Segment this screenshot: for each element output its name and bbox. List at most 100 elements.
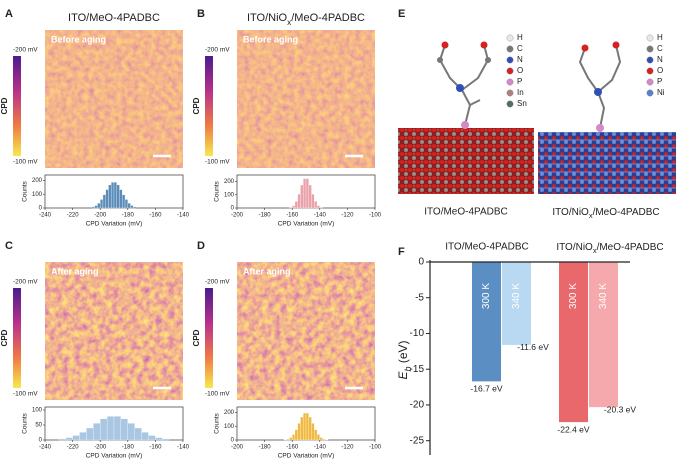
map-label: After aging [243, 266, 291, 276]
histogram-bar [116, 184, 120, 209]
bar-series-label: 340 K [511, 283, 522, 309]
histogram-bar [148, 435, 156, 441]
histogram-bar [303, 412, 307, 441]
map-label: Before aging [243, 34, 298, 44]
legend-label: N [517, 55, 523, 64]
histogram-bar [289, 437, 293, 441]
histogram-bar [303, 178, 307, 209]
x-tick-label: -220 [67, 213, 80, 219]
x-axis-label: CPD Variation (mV) [278, 221, 335, 228]
text-part: ITO/NiO [247, 12, 288, 24]
y-tick-label: 200 [224, 410, 235, 416]
histogram-bar [113, 182, 117, 209]
histogram-bar [91, 206, 95, 209]
histogram-bar [292, 434, 296, 441]
cpd-map [237, 262, 375, 400]
histogram-bar [308, 416, 312, 441]
y-tick-label: 50 [35, 423, 42, 429]
colorbar-top: -200 mV [13, 47, 38, 54]
legend-label: H [517, 33, 523, 42]
y-tick-label: 100 [224, 424, 235, 430]
atom [480, 41, 488, 49]
bar-series-label: 300 K [481, 283, 492, 309]
y-tick-label: 0 [39, 438, 43, 444]
x-tick-label: -180 [122, 213, 135, 219]
x-tick-label: -160 [286, 213, 299, 219]
panel-letter: B [197, 8, 205, 20]
text-part: /MeO-4PADBC [597, 242, 664, 253]
histogram-bar [311, 193, 315, 209]
legend-swatch [646, 34, 654, 42]
x-axis-label: CPD Variation (mV) [86, 453, 143, 460]
x-tick-label: -180 [122, 445, 135, 451]
value-label: -20.3 eV [604, 404, 636, 414]
panel-letter: F [398, 246, 405, 258]
text-part: ITO/NiO [556, 242, 593, 253]
histogram-bar [106, 416, 115, 441]
map-label: Before aging [51, 34, 106, 44]
molecule-right [578, 44, 622, 129]
molecule-bonds [438, 44, 490, 126]
histogram-bar [311, 423, 315, 441]
x-tick-label: -160 [149, 213, 162, 219]
histogram-bar [120, 418, 128, 441]
legend-swatch [646, 89, 654, 97]
histogram-bar [127, 423, 135, 441]
y-axis-label: Counts [22, 412, 29, 433]
cpd-map [237, 30, 375, 168]
y-tick-label: -15 [410, 364, 425, 375]
y-tick-label: 100 [32, 408, 43, 414]
x-tick-label: -240 [39, 213, 52, 219]
histogram-bar [286, 438, 290, 441]
histogram-bar [294, 201, 298, 209]
y-tick-label: -25 [410, 435, 425, 446]
y-tick-label: 200 [224, 179, 235, 185]
panel-letter: E [398, 8, 405, 20]
text-part: /MeO-4PADBC [593, 207, 660, 218]
panel-letter: C [5, 240, 13, 252]
histogram-bar [100, 199, 104, 209]
x-tick-label: -100 [369, 213, 382, 219]
y-tick-label: 0 [231, 206, 235, 212]
colorbar-bottom: -100 mV [13, 159, 38, 166]
histogram-bar [297, 423, 301, 441]
histogram-bar [300, 184, 304, 209]
y-label-unit: (eV) [396, 340, 410, 366]
cpd-map [45, 262, 183, 400]
y-tick-label: 200 [32, 178, 43, 184]
histogram-bar [305, 412, 309, 441]
histogram-bar [289, 207, 293, 209]
value-label: -22.4 eV [557, 424, 589, 434]
legend-label: P [517, 77, 522, 86]
y-axis-label: Counts [214, 180, 221, 201]
histogram-bar [86, 427, 94, 441]
atom [441, 41, 449, 49]
legend-swatch [646, 56, 654, 64]
histogram-bar [108, 184, 112, 209]
colorbar-label: CPD [192, 329, 201, 346]
colorbar-bottom: -100 mV [205, 159, 230, 166]
category-label: ITO/MeO-4PADBC [445, 242, 529, 253]
y-tick-label: 0 [39, 206, 43, 212]
histogram-bar [93, 423, 101, 441]
x-tick-label: -240 [39, 445, 52, 451]
x-tick-label: -180 [259, 445, 272, 451]
histogram-bar [124, 199, 128, 209]
histogram-bar [155, 437, 163, 441]
histogram-bar [97, 203, 101, 209]
histogram-bar [58, 438, 66, 441]
x-tick-label: -180 [259, 213, 272, 219]
atom [581, 44, 589, 52]
histogram-bar [322, 438, 326, 441]
panel-title: ITO/NiOx/MeO-4PADBC [247, 12, 365, 27]
x-axis-label: CPD Variation (mV) [278, 453, 335, 460]
histogram-bar [162, 438, 170, 441]
ito-slab [398, 128, 534, 194]
histogram-bar [308, 184, 312, 209]
molecule-left [438, 44, 490, 126]
y-tick-label: 100 [224, 192, 235, 198]
y-label-subscript: b [403, 366, 413, 371]
legend-swatch [506, 78, 514, 86]
value-label: -11.6 eV [517, 342, 549, 352]
nio-slab [538, 132, 676, 194]
